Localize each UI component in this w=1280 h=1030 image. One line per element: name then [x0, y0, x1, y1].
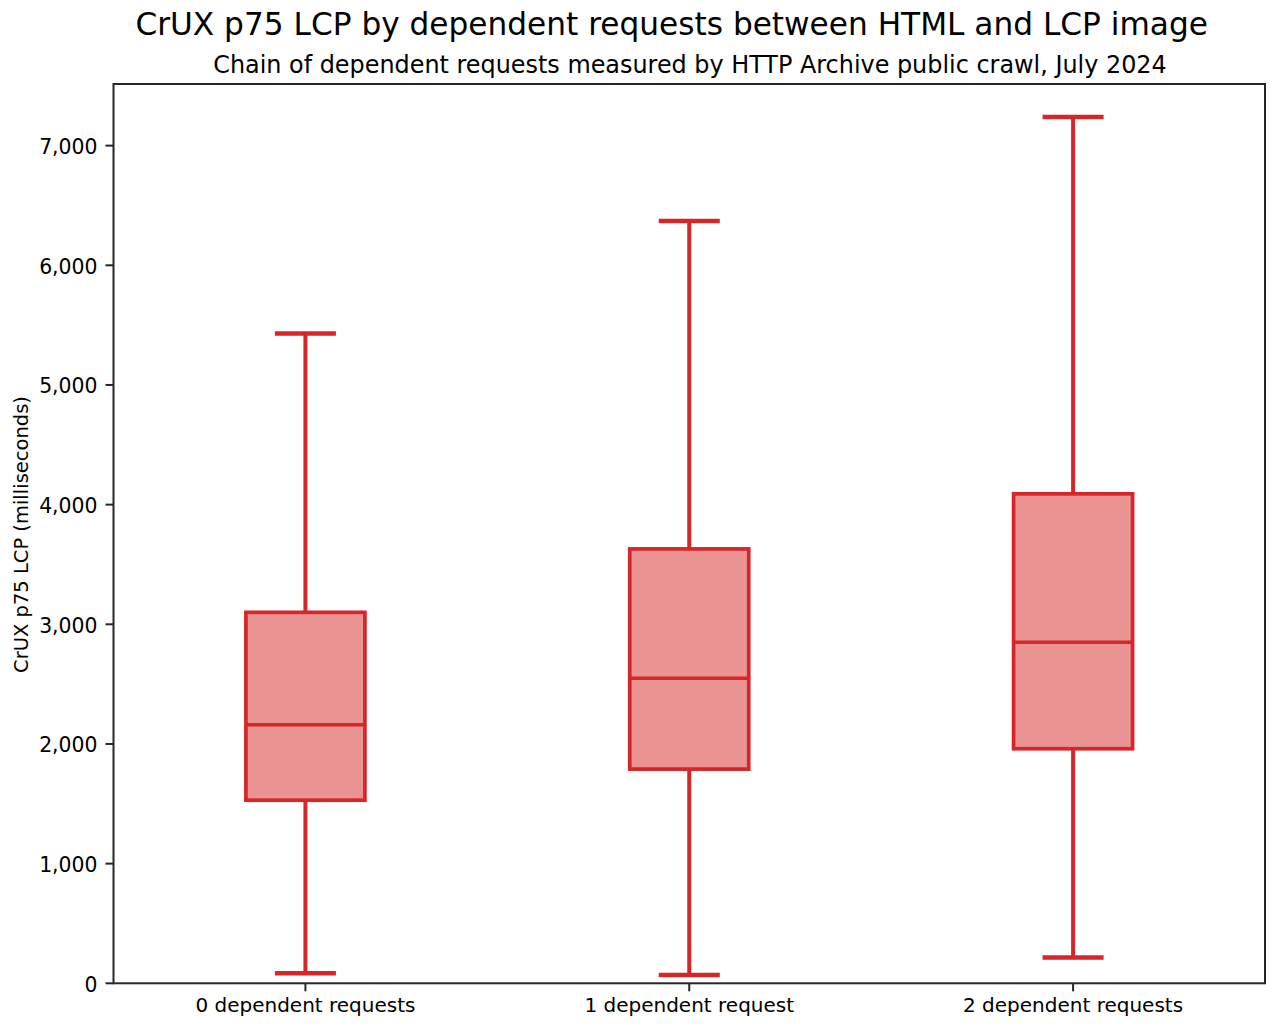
y-tick-label: 5,000 [39, 374, 97, 398]
box-iqr [1014, 494, 1133, 749]
x-tick-label: 2 dependent requests [963, 993, 1183, 1017]
y-tick-label: 3,000 [39, 614, 97, 638]
boxplot-figure: CrUX p75 LCP by dependent requests betwe… [0, 0, 1280, 1030]
y-tick-label: 0 [85, 973, 98, 997]
y-tick-label: 2,000 [39, 733, 97, 757]
plot-area: 0 1,000 2,000 3,000 4,000 5,000 6,000 7,000 0 de… [39, 84, 1265, 1017]
x-tick-label: 1 dependent request [584, 993, 794, 1017]
chart-canvas: CrUX p75 LCP by dependent requests betwe… [0, 0, 1280, 1030]
y-tick-label: 7,000 [39, 135, 97, 159]
x-tick-label: 0 dependent requests [195, 993, 415, 1017]
y-tick-label: 4,000 [39, 494, 97, 518]
box-iqr [630, 549, 749, 769]
box-iqr [246, 612, 365, 800]
y-axis-label: CrUX p75 LCP (milliseconds) [10, 396, 33, 673]
y-tick-label: 1,000 [39, 853, 97, 877]
y-tick-label: 6,000 [39, 255, 97, 279]
chart-title: CrUX p75 LCP by dependent requests betwe… [135, 6, 1208, 42]
chart-subtitle: Chain of dependent requests measured by … [213, 51, 1167, 79]
